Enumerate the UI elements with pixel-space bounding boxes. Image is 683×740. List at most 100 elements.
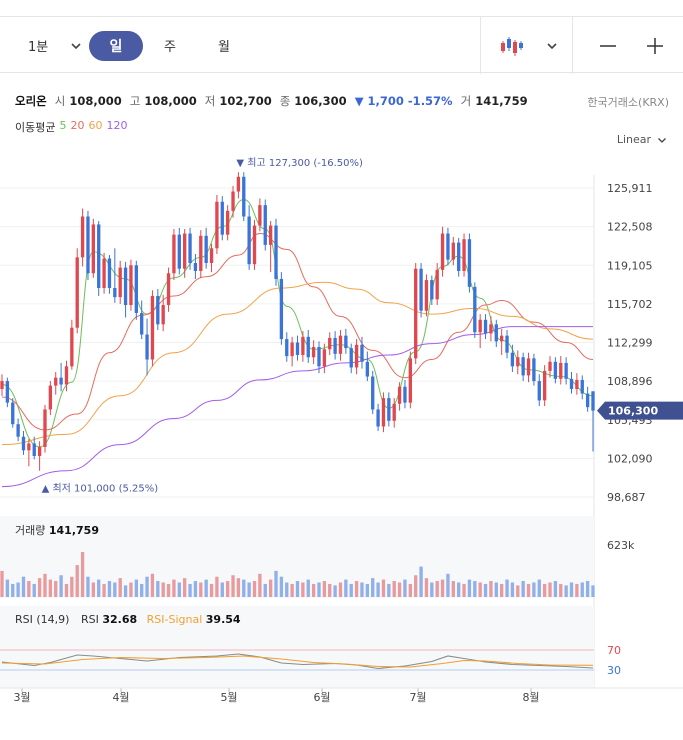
candle — [279, 278, 284, 340]
volume-bar — [424, 578, 429, 597]
open-value: 108,000 — [69, 94, 122, 108]
candle — [220, 201, 224, 235]
date-axis: 3월 4월 5월 6월 7월 8월 — [0, 687, 683, 704]
rsi-line — [1, 653, 594, 670]
volume-bar — [446, 573, 450, 597]
rsi-title: RSI (14,9) — [15, 613, 70, 626]
date-tick-label: 7월 — [409, 691, 426, 704]
volume-bar — [150, 573, 155, 597]
candle — [510, 352, 515, 367]
volume-bar — [166, 583, 171, 597]
candle — [397, 386, 402, 404]
ma-5: 5 — [59, 119, 67, 132]
scale-mode-select[interactable]: Linear — [617, 133, 667, 146]
candle — [37, 446, 42, 456]
tab-day[interactable]: 일 — [89, 31, 143, 61]
candle — [102, 258, 106, 289]
volume-bar — [97, 579, 101, 597]
ma-120: 120 — [106, 119, 128, 132]
candle — [505, 335, 509, 353]
candle — [199, 235, 203, 271]
volume-bar — [397, 582, 402, 597]
rsi-panel-bg — [0, 606, 594, 688]
volume-bar — [290, 583, 294, 597]
candle — [548, 361, 552, 371]
candle — [204, 235, 208, 264]
candle — [489, 324, 493, 334]
volume-bar — [156, 581, 160, 597]
candle — [301, 336, 305, 355]
volume-bar — [107, 581, 112, 597]
interval-select[interactable]: 1분 — [28, 17, 82, 74]
volume-label: 거 — [460, 94, 472, 108]
volume-bar — [199, 582, 203, 597]
volume-bar — [408, 583, 412, 597]
price-chart[interactable]: 125,911 122,508 119,105 115,702 112,299 108,8… — [0, 150, 683, 740]
tab-month[interactable]: 월 — [218, 40, 230, 55]
candle — [161, 305, 165, 325]
volume-bar — [328, 583, 332, 597]
volume-bar — [317, 582, 321, 597]
candle — [408, 358, 412, 403]
candle — [183, 233, 187, 269]
volume-bar — [569, 582, 574, 597]
candle — [526, 358, 531, 376]
tab-week[interactable]: 주 — [164, 40, 176, 55]
candle — [381, 398, 386, 427]
last-price-label: 106,300 — [608, 405, 658, 418]
candle — [242, 176, 246, 217]
candle — [59, 377, 63, 385]
candle — [419, 268, 423, 311]
volume-bar — [145, 576, 149, 597]
volume-bar — [113, 582, 117, 597]
volume-bar — [478, 582, 482, 597]
high-low-annotations: ▼ 최고 127,300 (-16.50%) ▲ 최저 101,000 (5.2… — [42, 157, 363, 495]
volume-bar — [193, 581, 198, 597]
zoom-out-button[interactable] — [598, 17, 618, 74]
volume-bar — [215, 576, 219, 597]
candles — [0, 172, 595, 471]
volume-bar — [489, 581, 493, 597]
exchange-label: 한국거래소(KRX) — [587, 96, 669, 109]
candle — [306, 336, 310, 358]
chart-type-button[interactable] — [500, 17, 558, 74]
volume-bar — [225, 581, 230, 597]
volume-bar — [64, 583, 69, 597]
low-value: 102,700 — [219, 94, 272, 108]
volume-bar — [387, 583, 391, 597]
price-tick-label: 119,105 — [607, 259, 653, 272]
candle — [258, 205, 262, 226]
volume-bar — [258, 573, 262, 597]
open-label: 시 — [54, 94, 66, 108]
volume-bar — [268, 579, 273, 597]
chevron-down-icon — [71, 42, 81, 49]
high-value: 108,000 — [144, 94, 197, 108]
candle — [64, 366, 69, 385]
zoom-in-button[interactable] — [645, 17, 665, 74]
candle — [516, 357, 520, 367]
volume-bar — [75, 565, 79, 597]
candle — [231, 191, 235, 211]
candle — [263, 205, 267, 245]
volume-bar — [252, 581, 257, 597]
candle — [317, 347, 321, 367]
plus-icon — [647, 37, 663, 54]
volume-bar — [580, 582, 584, 597]
volume-bar — [403, 579, 407, 597]
volume-bar — [354, 581, 359, 597]
candle — [5, 381, 10, 403]
moving-average-legend[interactable]: 이동평균 5 20 60 120 — [15, 119, 127, 135]
volume-title: 거래량 — [15, 524, 46, 537]
volume-bar — [338, 582, 343, 597]
candle — [91, 224, 96, 274]
volume-bar — [86, 576, 90, 597]
volume-bar — [467, 579, 472, 597]
volume-bar — [172, 579, 176, 597]
price-tick-label: 98,687 — [607, 491, 646, 504]
candle — [371, 376, 375, 410]
candle — [118, 267, 122, 298]
candle — [177, 234, 181, 269]
volume-bar — [306, 579, 310, 597]
date-tick-label: 3월 — [13, 691, 30, 704]
candle — [403, 386, 407, 403]
